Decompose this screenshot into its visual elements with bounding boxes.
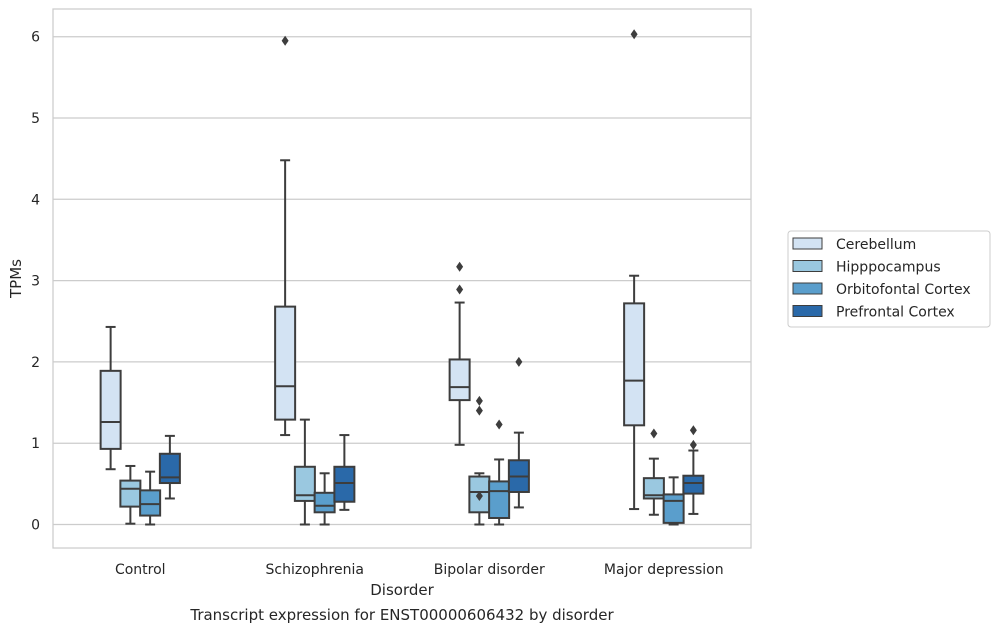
box-iqr bbox=[139, 489, 162, 517]
box-iqr bbox=[119, 479, 142, 508]
legend-label: Orbitofontal Cortex bbox=[836, 282, 971, 298]
y-axis-label: TPMs bbox=[7, 259, 25, 299]
box-orbitofontal-cortex bbox=[662, 476, 685, 526]
box-cerebellum bbox=[99, 325, 122, 471]
outlier-point bbox=[630, 29, 638, 40]
box-iqr bbox=[99, 369, 122, 450]
box-hipppocampus bbox=[642, 428, 665, 516]
box-plot-chart: 0 1 2 3 4 5 6 Control Schizophrenia Bipolar diso… bbox=[7, 8, 991, 599]
box-orbitofontal-cortex bbox=[139, 470, 162, 526]
outlier-point bbox=[281, 35, 289, 46]
box-orbitofontal-cortex bbox=[488, 419, 511, 526]
box-iqr bbox=[642, 477, 665, 500]
box-iqr bbox=[293, 465, 316, 502]
chart-caption: Transcript expression for ENST0000060643… bbox=[190, 606, 614, 624]
plot-area bbox=[53, 9, 751, 548]
y-tick-label: 3 bbox=[31, 274, 40, 290]
x-tick-label: Control bbox=[115, 562, 166, 578]
outlier-point bbox=[515, 356, 523, 367]
box-iqr bbox=[448, 358, 471, 402]
box-cerebellum bbox=[623, 29, 646, 511]
outlier-point bbox=[475, 395, 483, 406]
y-tick-label: 5 bbox=[31, 111, 40, 127]
box-iqr bbox=[488, 480, 511, 519]
box-iqr bbox=[682, 474, 705, 495]
box-iqr bbox=[158, 452, 181, 485]
box-iqr bbox=[623, 302, 646, 427]
box-iqr bbox=[662, 493, 685, 524]
box-cerebellum bbox=[274, 35, 297, 437]
legend-frame bbox=[787, 230, 991, 328]
legend-swatch bbox=[792, 282, 823, 295]
box-iqr bbox=[333, 465, 356, 503]
box-orbitofontal-cortex bbox=[313, 472, 336, 526]
x-tick-label: Major depression bbox=[604, 562, 724, 578]
y-tick-label: 2 bbox=[31, 355, 40, 371]
outlier-point bbox=[689, 439, 697, 450]
legend-swatch bbox=[792, 305, 823, 317]
y-tick-label: 4 bbox=[31, 192, 40, 208]
outlier-point bbox=[650, 428, 658, 439]
x-tick-label: Bipolar disorder bbox=[434, 562, 545, 578]
box-hipppocampus bbox=[119, 464, 142, 525]
box-iqr bbox=[274, 305, 297, 421]
outlier-point bbox=[495, 419, 503, 430]
box-hipppocampus bbox=[293, 418, 316, 526]
box-prefrontal-cortex bbox=[682, 425, 705, 515]
y-axis-ticks: 0 1 2 3 4 5 6 bbox=[31, 30, 40, 534]
outlier-point bbox=[475, 405, 483, 416]
legend-label: Cerebellum bbox=[836, 237, 916, 253]
box-prefrontal-cortex bbox=[507, 356, 530, 509]
x-axis-label: Disorder bbox=[370, 581, 434, 599]
outlier-point bbox=[456, 261, 464, 272]
box-iqr bbox=[313, 491, 336, 514]
legend-swatch bbox=[792, 260, 823, 272]
x-tick-label: Schizophrenia bbox=[266, 562, 364, 578]
outlier-point bbox=[475, 491, 483, 502]
outlier-point bbox=[456, 284, 464, 295]
y-tick-label: 0 bbox=[31, 518, 40, 534]
box-prefrontal-cortex bbox=[158, 434, 181, 500]
y-tick-label: 1 bbox=[31, 436, 40, 452]
box-groups bbox=[99, 29, 705, 526]
legend-label: Hipppocampus bbox=[836, 260, 941, 276]
x-axis-ticks: Control Schizophrenia Bipolar disorder Majo… bbox=[115, 562, 724, 578]
plot-frame bbox=[52, 8, 752, 549]
box-hipppocampus bbox=[468, 395, 491, 526]
y-tick-label: 6 bbox=[31, 30, 40, 46]
outlier-point bbox=[689, 425, 697, 436]
legend-swatch bbox=[792, 237, 823, 250]
box-prefrontal-cortex bbox=[333, 434, 356, 511]
box-cerebellum bbox=[448, 261, 471, 446]
legend: Cerebellum Hipppocampus Orbitofontal Corte… bbox=[787, 230, 991, 328]
legend-label: Prefrontal Cortex bbox=[836, 305, 955, 321]
